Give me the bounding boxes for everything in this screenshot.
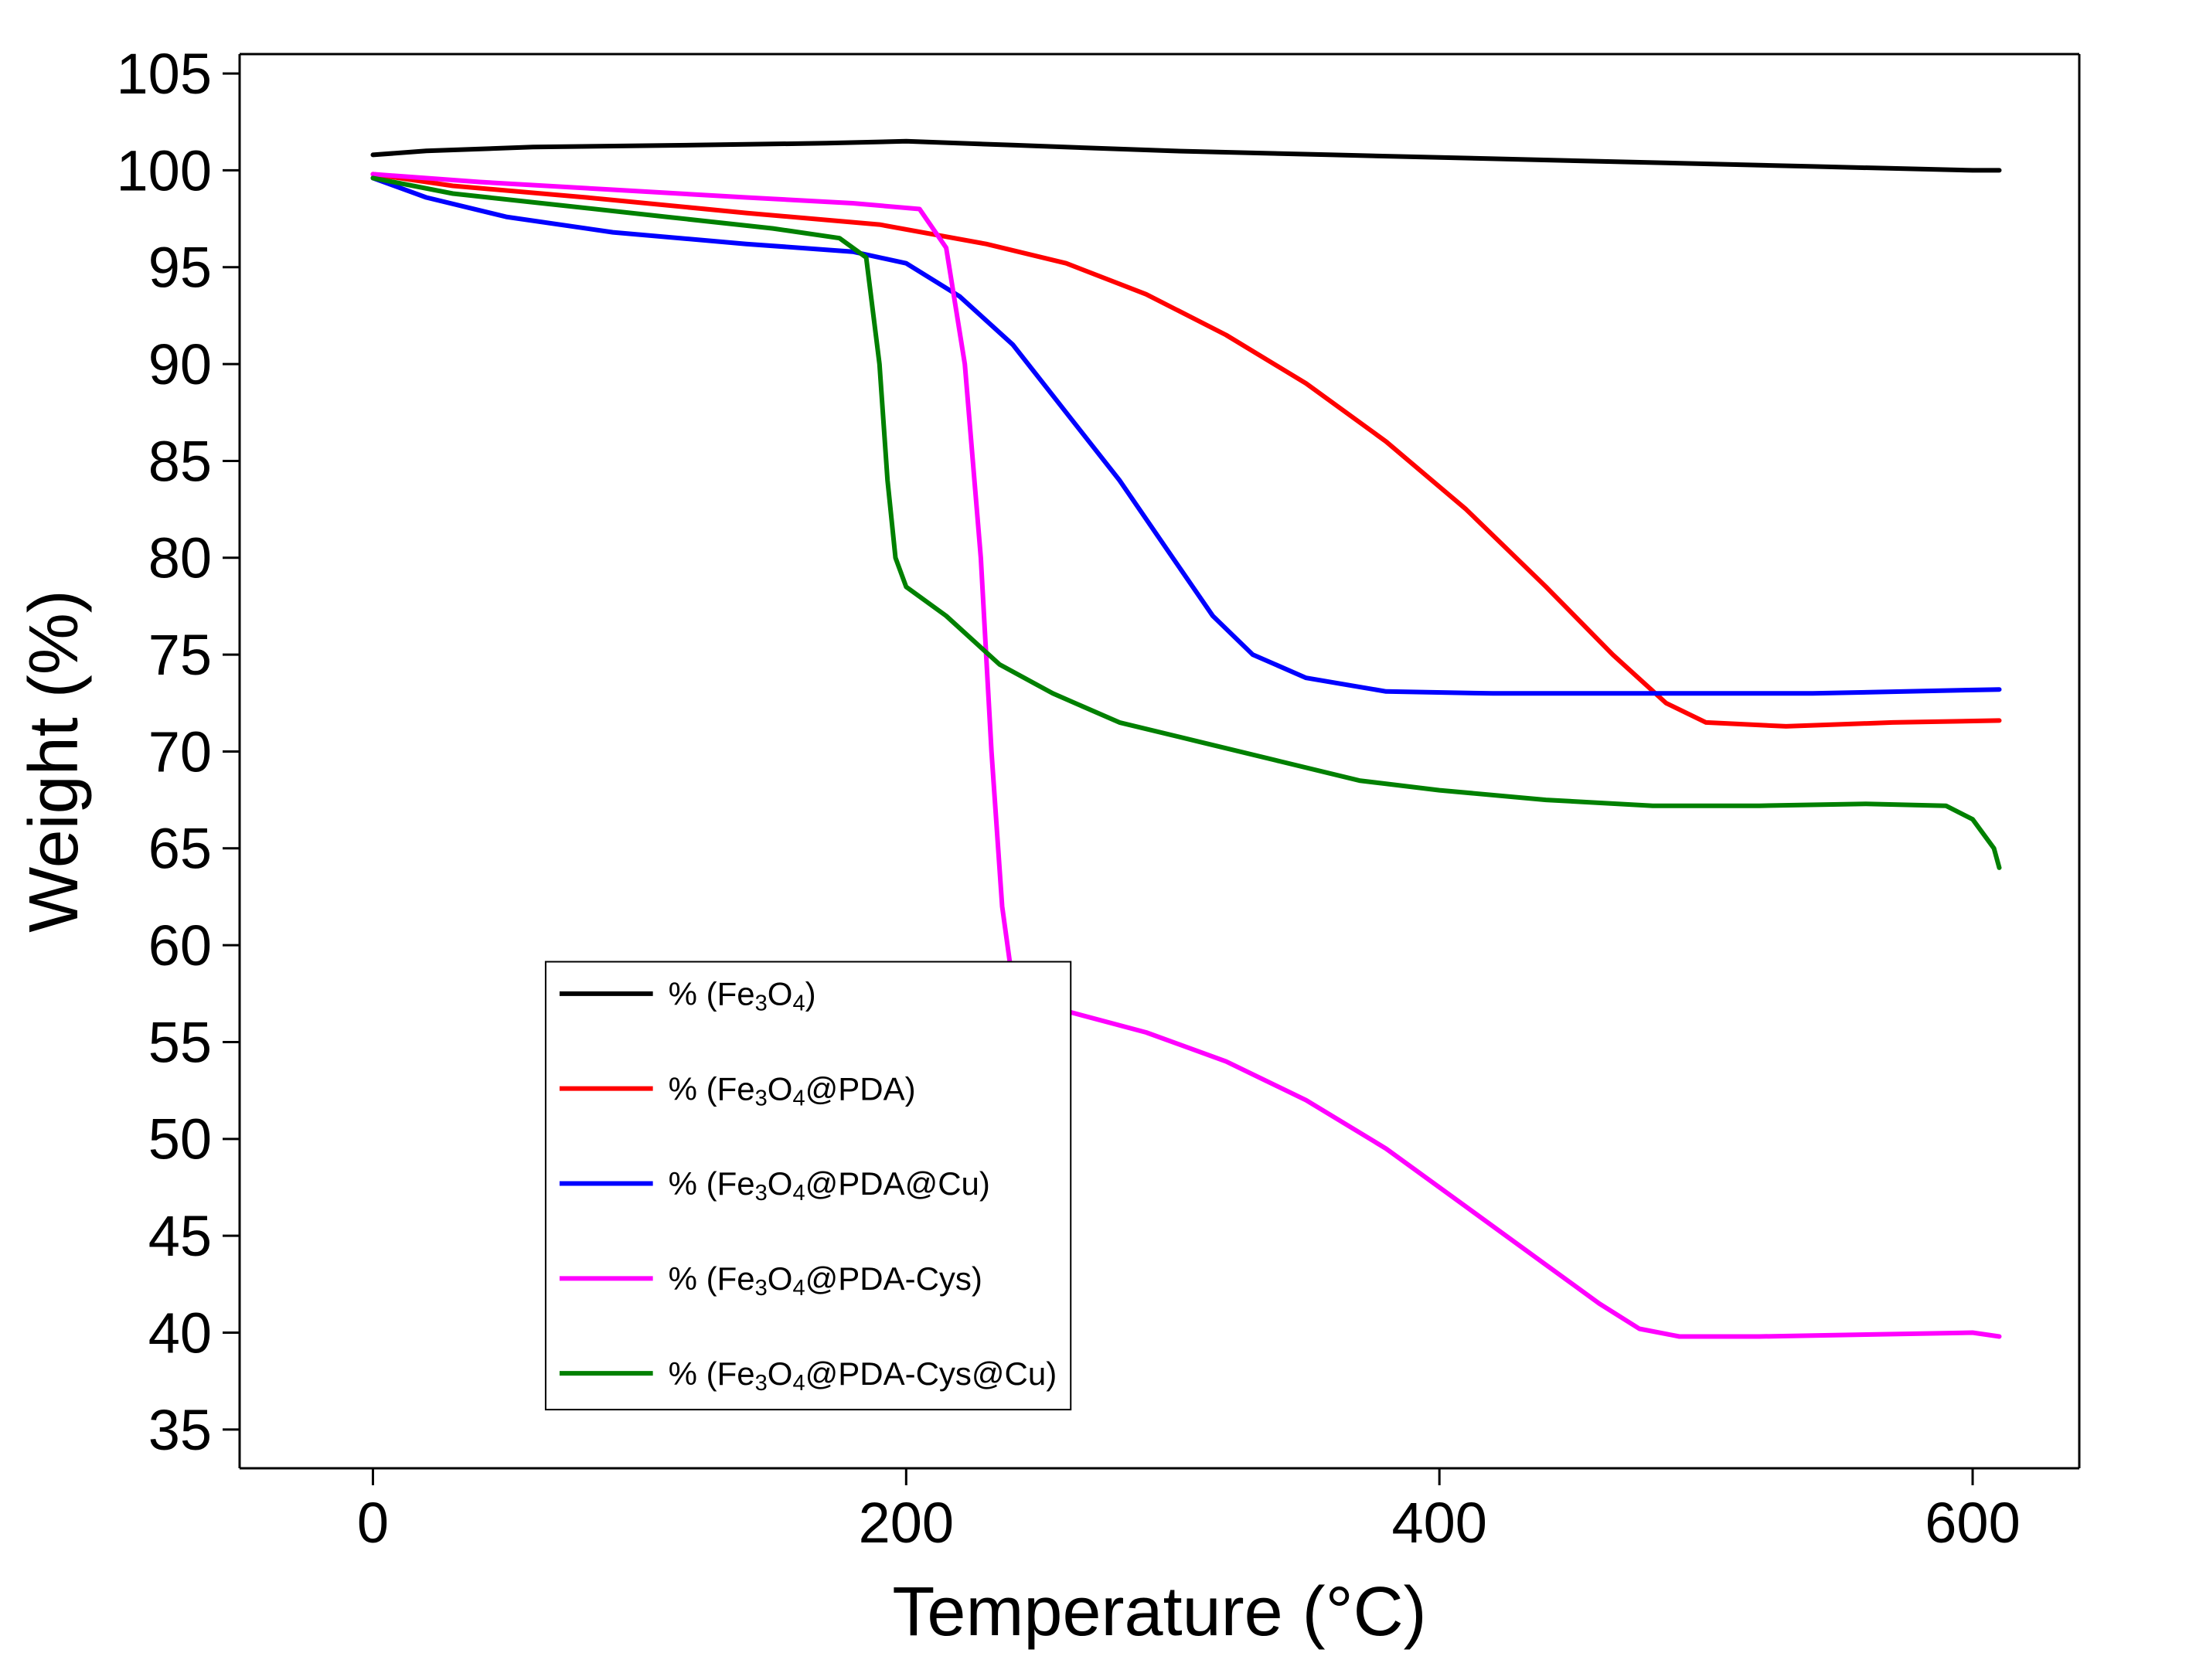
- y-tick-label: 105: [117, 42, 212, 106]
- y-tick-label: 65: [148, 817, 212, 881]
- y-tick-label: 60: [148, 913, 212, 978]
- chart-svg: 35 40 45 50 55 60 65 70 75 80 85 90 95 100 105 0 200 400 6…: [0, 0, 2196, 1680]
- y-tick-label: 75: [148, 623, 212, 687]
- legend: % (Fe3O4)% (Fe3O4@PDA)% (Fe3O4@PDA@Cu)% …: [546, 962, 1071, 1410]
- y-tick-label: 80: [148, 526, 212, 590]
- legend-label-fe3o4_pda_cys_cu: % (Fe3O4@PDA-Cys@Cu): [669, 1355, 1057, 1396]
- y-tick-label: 55: [148, 1010, 212, 1074]
- y-tick-label: 40: [148, 1301, 212, 1365]
- x-tick-label: 600: [1925, 1491, 2020, 1555]
- legend-label-fe3o4_pda_cu: % (Fe3O4@PDA@Cu): [669, 1165, 990, 1206]
- y-tick-label: 85: [148, 429, 212, 493]
- y-tick-label: 50: [148, 1107, 212, 1172]
- y-tick-label: 100: [117, 138, 212, 202]
- tga-chart: 35 40 45 50 55 60 65 70 75 80 85 90 95 100 105 0 200 400 6…: [0, 0, 2196, 1680]
- y-tick-label: 90: [148, 332, 212, 396]
- x-tick-label: 0: [357, 1491, 389, 1555]
- legend-label-fe3o4_pda: % (Fe3O4@PDA): [669, 1070, 916, 1110]
- legend-label-fe3o4_pda_cys: % (Fe3O4@PDA-Cys): [669, 1260, 982, 1301]
- y-tick-label: 70: [148, 719, 212, 784]
- y-tick-label: 45: [148, 1204, 212, 1268]
- y-tick-label: 35: [148, 1398, 212, 1462]
- x-tick-label: 200: [859, 1491, 954, 1555]
- x-axis-label: Temperature (°C): [892, 1573, 1426, 1651]
- y-axis-label: Weight (%): [15, 590, 93, 932]
- x-tick-label: 400: [1391, 1491, 1486, 1555]
- y-tick-label: 95: [148, 236, 212, 300]
